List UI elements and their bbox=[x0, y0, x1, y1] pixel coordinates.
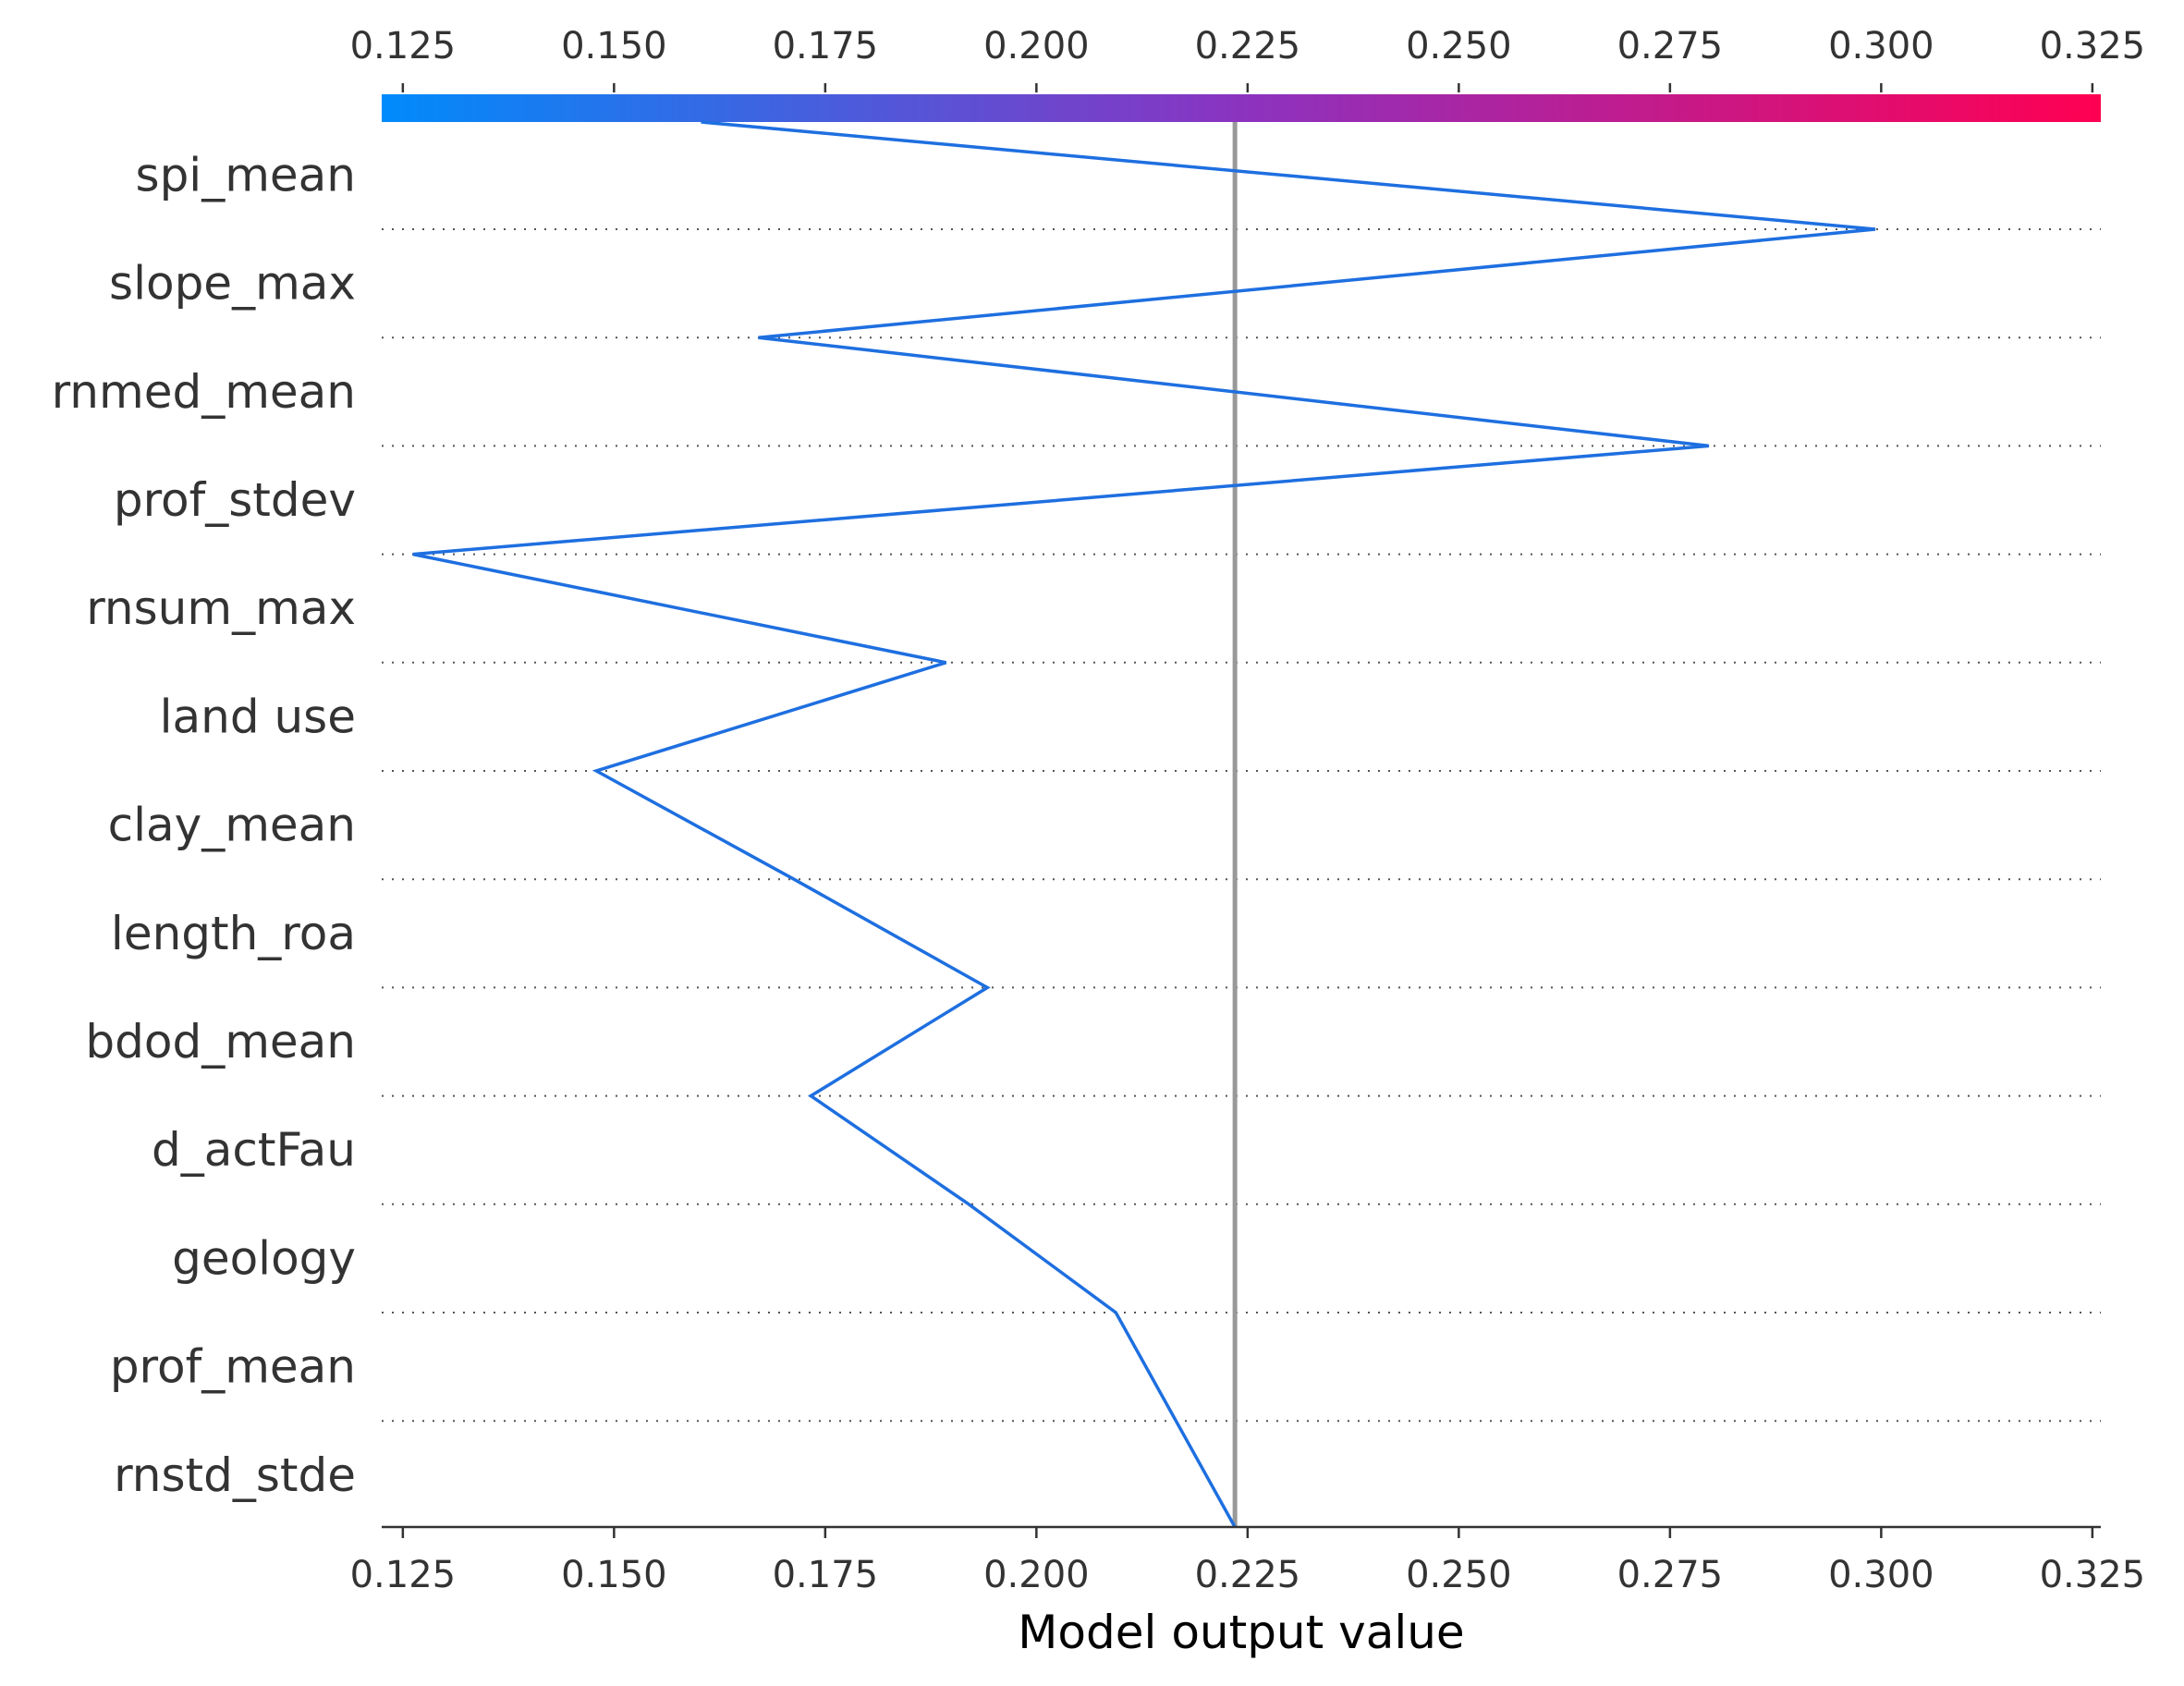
feature-label: prof_stdev bbox=[114, 473, 356, 527]
x-tick-label-top: 0.300 bbox=[1828, 25, 1934, 67]
feature-label: d_actFau bbox=[152, 1123, 356, 1177]
x-tick-label-bottom: 0.150 bbox=[561, 1554, 667, 1596]
feature-label: rnmed_mean bbox=[52, 365, 356, 419]
colorbar bbox=[382, 94, 2101, 122]
x-tick-label-bottom: 0.125 bbox=[350, 1554, 457, 1596]
x-tick-label-bottom: 0.275 bbox=[1617, 1554, 1724, 1596]
feature-label: rnstd_stde bbox=[114, 1448, 356, 1502]
feature-label: spi_mean bbox=[136, 148, 356, 202]
x-tick-label-bottom: 0.300 bbox=[1828, 1554, 1934, 1596]
x-tick-label-top: 0.275 bbox=[1617, 25, 1724, 67]
feature-labels: spi_mean slope_max rnmed_mean prof_stdevrns… bbox=[52, 148, 356, 1501]
x-tick-label-bottom: 0.325 bbox=[2040, 1554, 2146, 1596]
feature-label: land use bbox=[160, 690, 356, 743]
x-tick-label-bottom: 0.250 bbox=[1406, 1554, 1512, 1596]
x-axis-label: Model output value bbox=[1018, 1606, 1464, 1659]
x-tick-label-top: 0.150 bbox=[561, 25, 667, 67]
x-tick-label-top: 0.175 bbox=[773, 25, 879, 67]
x-axis: 0.125 0.125 0.150 0.150 0.175 0.175 0.200 0.200… bbox=[350, 25, 2146, 1596]
feature-gridlines bbox=[382, 228, 2101, 1423]
feature-label: bdod_mean bbox=[85, 1015, 356, 1069]
x-tick-label-top: 0.325 bbox=[2040, 25, 2146, 67]
x-tick-label-top: 0.225 bbox=[1195, 25, 1301, 67]
x-tick-label-bottom: 0.175 bbox=[773, 1554, 879, 1596]
x-tick-label-bottom: 0.200 bbox=[983, 1554, 1090, 1596]
feature-label: rnsum_max bbox=[86, 581, 356, 635]
decision-path-line bbox=[412, 120, 1876, 1528]
feature-label: slope_max bbox=[109, 257, 356, 311]
feature-label: geology bbox=[172, 1231, 356, 1285]
x-tick-label-top: 0.200 bbox=[983, 25, 1090, 67]
feature-label: prof_mean bbox=[110, 1340, 356, 1394]
feature-label: clay_mean bbox=[108, 799, 356, 852]
x-tick-label-top: 0.125 bbox=[350, 25, 457, 67]
x-tick-label-bottom: 0.225 bbox=[1195, 1554, 1301, 1596]
feature-label: length_roa bbox=[111, 907, 356, 960]
x-tick-label-top: 0.250 bbox=[1406, 25, 1512, 67]
